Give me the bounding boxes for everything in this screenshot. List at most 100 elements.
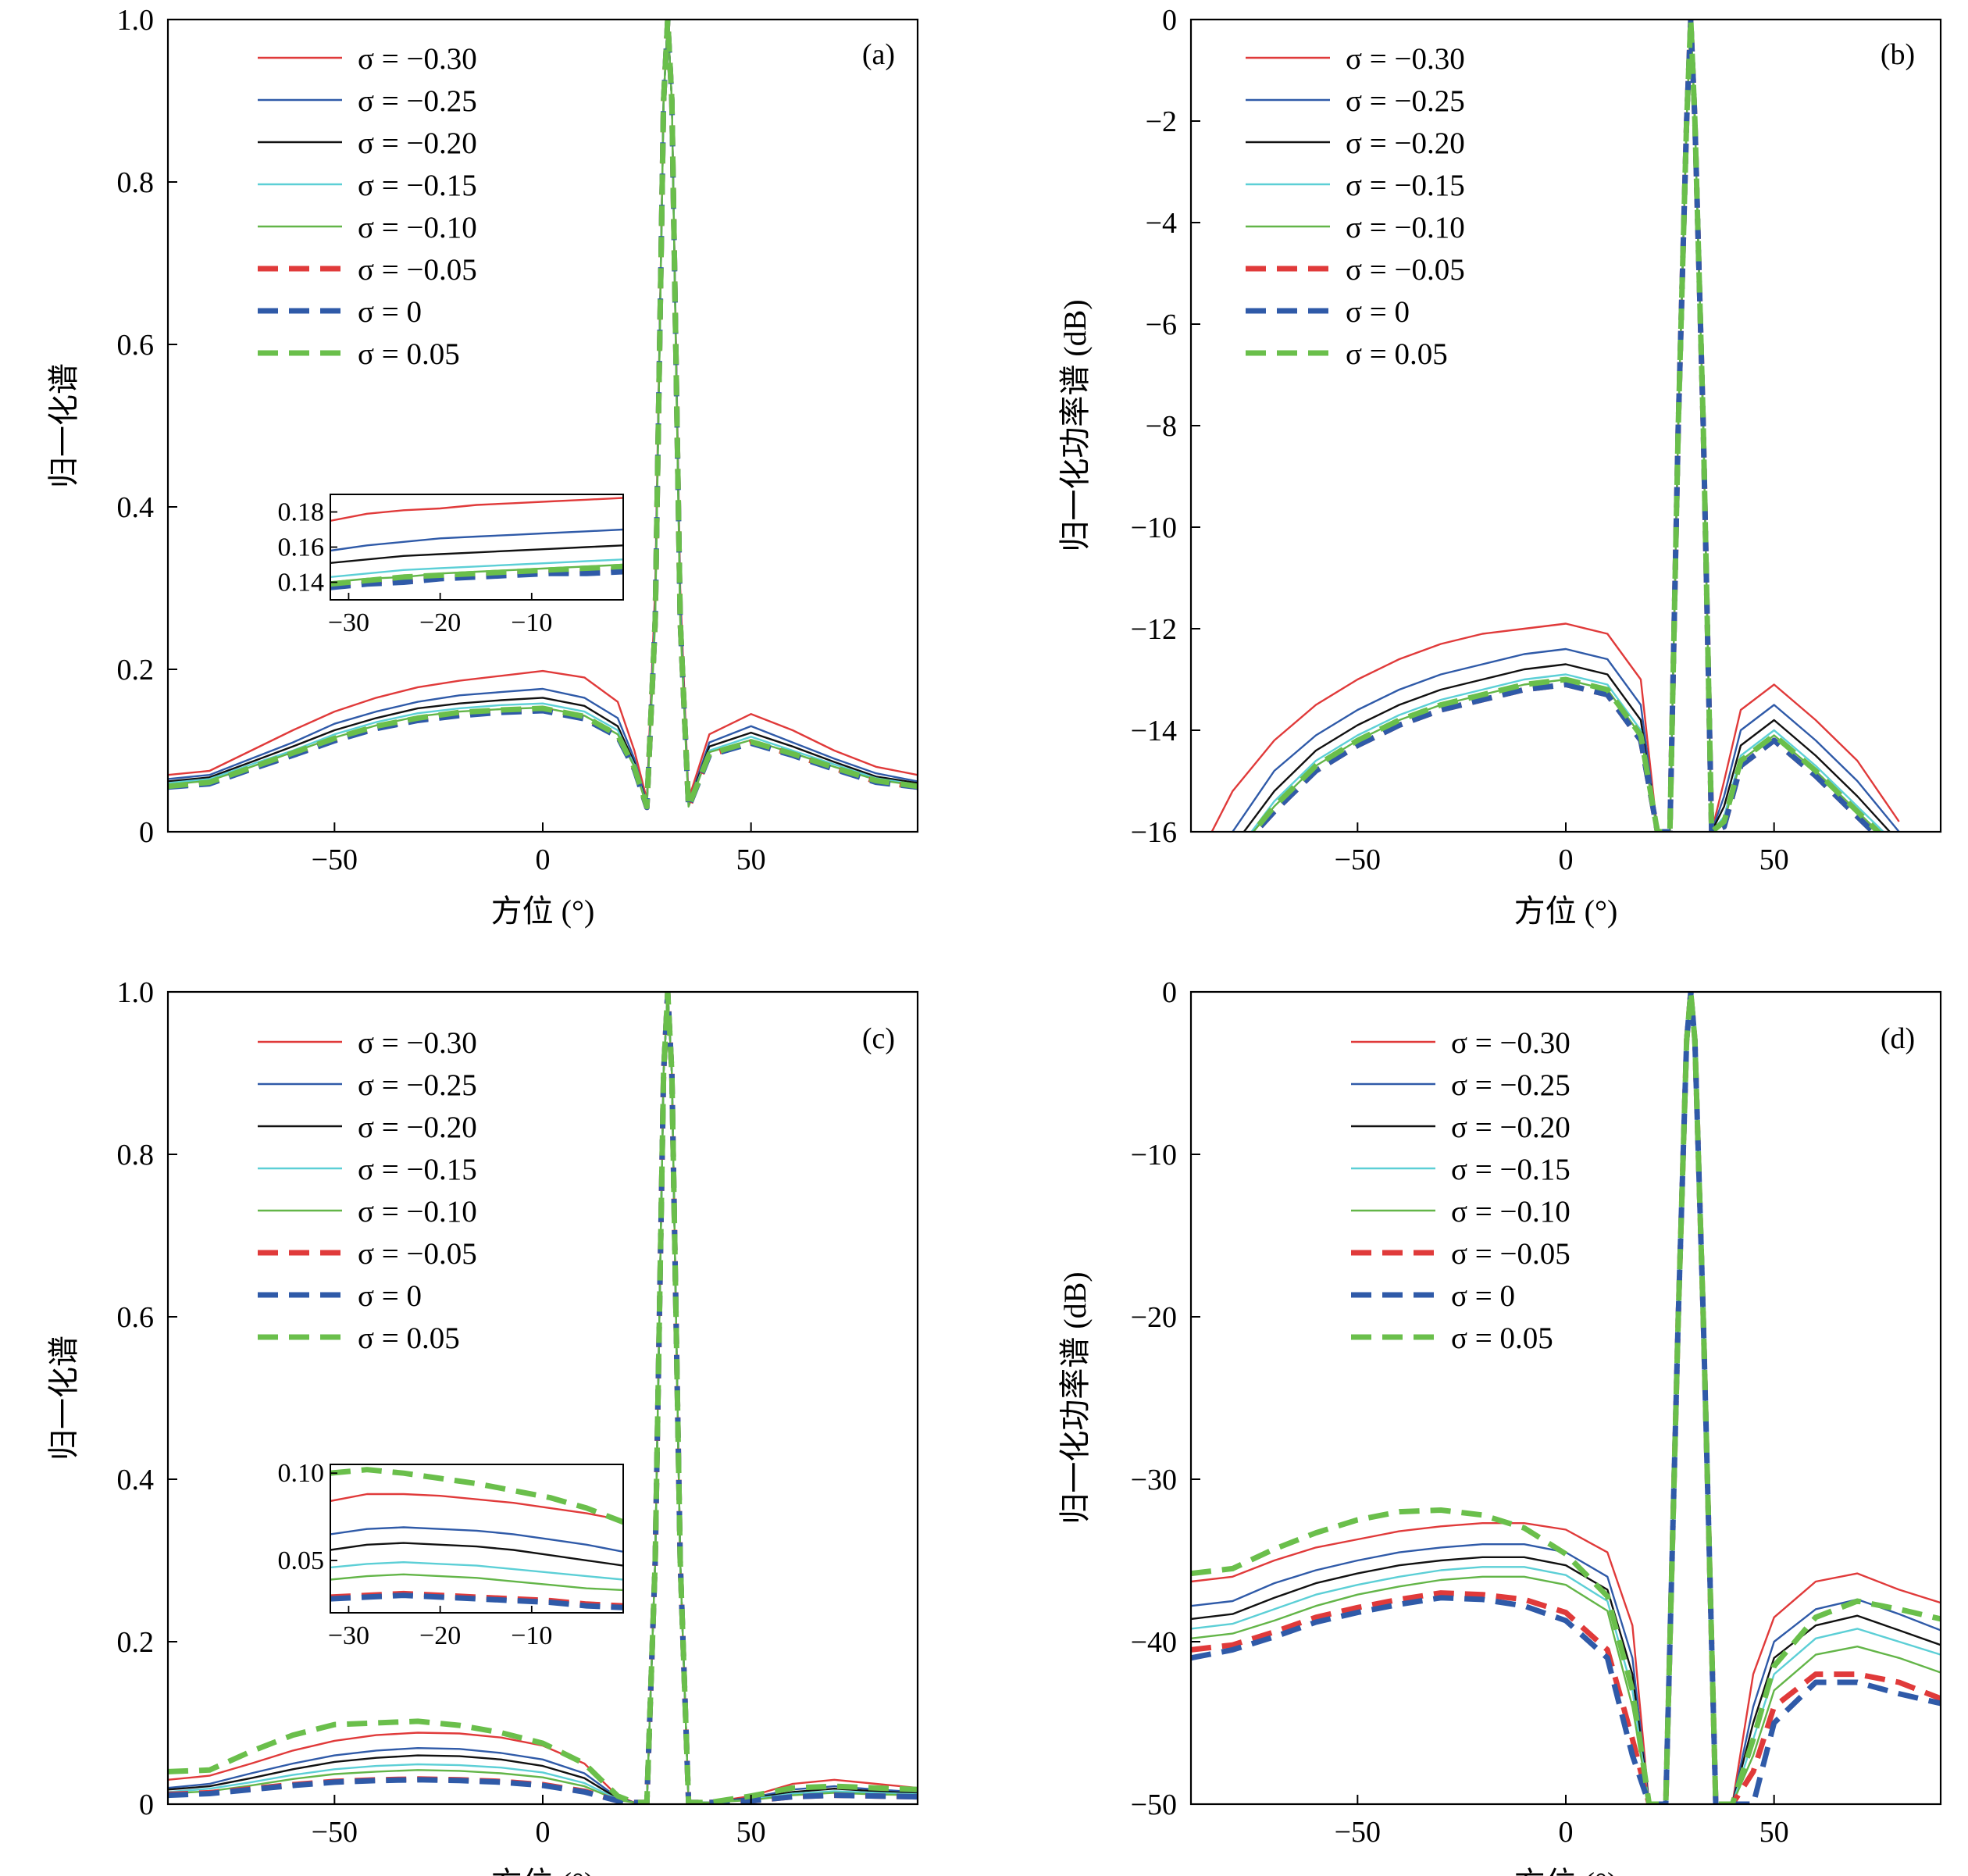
legend-label-0: σ = −0.30 <box>1346 42 1465 76</box>
y-axis-title: 归一化谱 <box>46 1336 81 1460</box>
y-tick-label: −50 <box>1131 1789 1177 1821</box>
legend-label-2: σ = −0.20 <box>1451 1111 1570 1144</box>
y-axis-title: 归一化功率谱 (dB) <box>1057 299 1093 551</box>
y-tick-label: −14 <box>1131 715 1177 747</box>
x-tick-label: 0 <box>536 1816 551 1849</box>
panel-2-series-line-0 <box>168 992 918 1804</box>
y-tick-label: −20 <box>1131 1301 1177 1334</box>
inset-0-series-group <box>330 497 623 590</box>
panel-0-series-line-4 <box>168 20 918 808</box>
legend-label-2: σ = −0.20 <box>358 1111 477 1144</box>
panel-1-series-line-5 <box>1252 20 1877 832</box>
legend: σ = −0.30 σ = −0.25 σ = −0.20 σ = −0.15 σ = … <box>1351 1026 1570 1355</box>
legend-label-7: σ = 0.05 <box>1346 337 1448 371</box>
inset-0-series-line-2 <box>330 544 623 564</box>
panel-0-series-line-0 <box>168 20 918 801</box>
y-tick-label: 0 <box>1162 976 1177 1009</box>
inset-2-series-line-1 <box>330 1526 623 1553</box>
legend-label-3: σ = −0.15 <box>1346 169 1465 202</box>
panel-1-series-line-1 <box>1231 20 1900 832</box>
y-tick-label: −10 <box>1131 512 1177 544</box>
panel-0-series-line-1 <box>168 20 918 804</box>
inset: −30 −20 −10 0.14 0.16 0.18 <box>278 494 624 637</box>
x-tick-label: 50 <box>736 843 766 876</box>
y-tick-label: −2 <box>1146 105 1177 138</box>
legend-label-3: σ = −0.15 <box>1451 1153 1570 1186</box>
inset-0-series-line-6 <box>330 569 623 590</box>
panel-1-series-line-2 <box>1242 20 1891 832</box>
inset-2-series-line-0 <box>330 1493 623 1521</box>
x-axis-title: 方位 (°) <box>491 893 595 929</box>
panel-1: −50 0 50 −16 −14 −12 −10 −8 −6 −4 −2 0 方位 (°) 归一化功率谱 … <box>1057 4 1942 929</box>
panel-2-series-line-6 <box>168 992 918 1804</box>
inset-x-tick-label: −10 <box>511 1621 552 1650</box>
panel-2: −50 0 50 0 0.2 0.4 0.6 0.8 1.0 方位 (°) 归一化谱 (c) σ = −… <box>46 976 919 1876</box>
panel-2-series-line-1 <box>168 992 918 1804</box>
panel-tag: (a) <box>862 38 895 71</box>
y-tick-label: −30 <box>1131 1464 1177 1496</box>
y-tick-label: −4 <box>1146 207 1177 240</box>
legend: σ = −0.30 σ = −0.25 σ = −0.20 σ = −0.15 σ = … <box>1246 42 1465 371</box>
inset-2-series-line-6 <box>330 1592 623 1610</box>
panel-2-series-line-3 <box>168 992 918 1804</box>
legend-label-4: σ = −0.10 <box>1346 211 1465 244</box>
panel-1-series-line-4 <box>1252 20 1880 832</box>
x-tick-label: −50 <box>312 1816 358 1849</box>
inset-0-series-line-3 <box>330 558 623 578</box>
panel-1-series-line-6 <box>1252 20 1877 832</box>
inset-y-tick-label: 0.05 <box>278 1546 325 1575</box>
legend-label-4: σ = −0.10 <box>358 1195 477 1229</box>
legend-label-5: σ = −0.05 <box>1346 253 1465 287</box>
legend-label-6: σ = 0 <box>1451 1279 1515 1313</box>
legend: σ = −0.30 σ = −0.25 σ = −0.20 σ = −0.15 σ = … <box>258 42 477 371</box>
plot-frame <box>166 990 919 1806</box>
x-tick-label: 0 <box>536 843 551 876</box>
x-tick-label: −50 <box>312 843 358 876</box>
legend-label-1: σ = −0.25 <box>358 84 477 118</box>
y-tick-label: 0.8 <box>117 166 155 199</box>
y-tick-label: 0.6 <box>117 1301 155 1334</box>
x-tick-label: −50 <box>1335 1816 1381 1849</box>
legend-label-1: σ = −0.25 <box>1346 84 1465 118</box>
legend-label-3: σ = −0.15 <box>358 1153 477 1186</box>
panel-tag: (d) <box>1881 1022 1915 1055</box>
x-tick-label: −50 <box>1335 843 1381 876</box>
legend-label-3: σ = −0.15 <box>358 169 477 202</box>
inset-y-tick-label: 0.18 <box>278 498 325 527</box>
y-tick-label: −12 <box>1131 613 1177 646</box>
legend-label-6: σ = 0 <box>358 295 422 329</box>
legend-label-5: σ = −0.05 <box>358 1237 477 1271</box>
panel-2-series-line-4 <box>168 992 918 1804</box>
panel-1-series-line-3 <box>1250 20 1885 832</box>
y-tick-label: −10 <box>1131 1139 1177 1172</box>
inset-background <box>330 1464 623 1613</box>
x-axis-title: 方位 (°) <box>1514 1866 1618 1876</box>
legend-label-4: σ = −0.10 <box>358 211 477 244</box>
panel-2-series-line-5 <box>168 992 918 1804</box>
x-tick-label: 50 <box>1759 1816 1789 1849</box>
panel-0: −50 0 50 0 0.2 0.4 0.6 0.8 1.0 方位 (°) 归一化谱 (a) σ = −… <box>46 4 919 929</box>
panel-3-series-group <box>1191 992 1941 1804</box>
legend-label-7: σ = 0.05 <box>358 337 460 371</box>
x-axis-title: 方位 (°) <box>491 1866 595 1876</box>
inset-2-series-group <box>330 1467 623 1610</box>
panel-0-series-line-3 <box>168 20 918 807</box>
panel-3-series-line-4 <box>1191 992 1941 1804</box>
y-tick-label: 1.0 <box>117 976 155 1009</box>
inset-2-series-line-2 <box>330 1542 623 1567</box>
legend-label-2: σ = −0.20 <box>358 127 477 160</box>
inset-0-series-line-0 <box>330 497 623 522</box>
panel-2-series-group <box>168 992 918 1804</box>
inset-y-tick-label: 0.16 <box>278 533 325 562</box>
inset-x-tick-label: −30 <box>328 1621 369 1650</box>
inset-frame <box>330 1464 624 1614</box>
panel-0-series-group <box>168 20 918 811</box>
legend: σ = −0.30 σ = −0.25 σ = −0.20 σ = −0.15 σ = … <box>258 1026 477 1355</box>
inset-y-tick-label: 0.10 <box>278 1459 325 1488</box>
panel-3-series-line-1 <box>1191 992 1941 1804</box>
y-tick-label: 0 <box>1162 4 1177 37</box>
legend-label-1: σ = −0.25 <box>358 1068 477 1102</box>
legend-label-0: σ = −0.30 <box>358 42 477 76</box>
legend-label-7: σ = 0.05 <box>1451 1321 1553 1355</box>
panel-tag: (b) <box>1881 38 1915 71</box>
